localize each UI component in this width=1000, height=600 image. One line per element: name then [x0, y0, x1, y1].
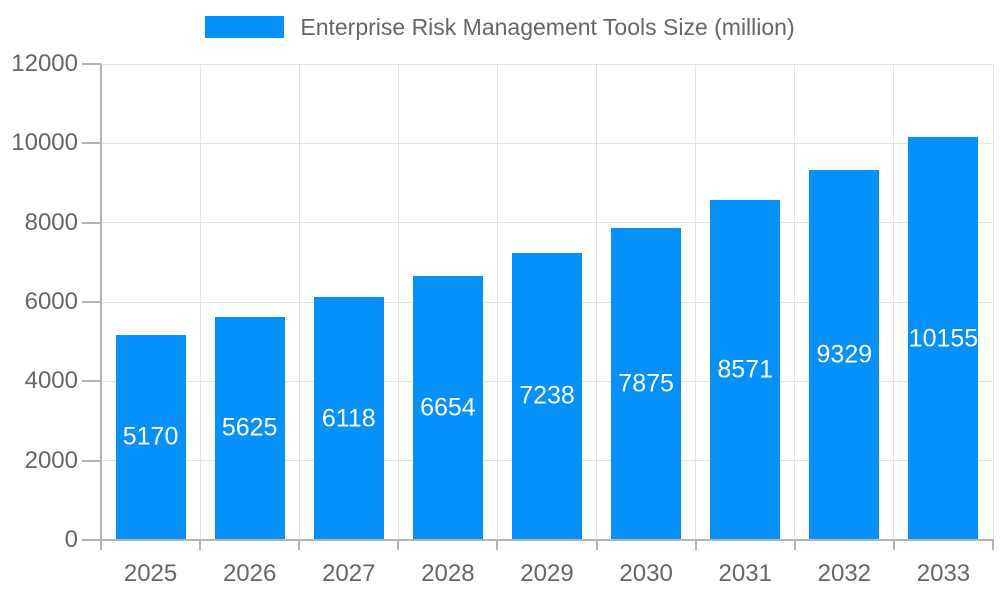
y-axis-tick-label: 6000	[24, 288, 78, 315]
y-axis-line	[100, 64, 102, 540]
x-axis-tick	[100, 540, 102, 550]
bar-value-label: 10155	[908, 324, 979, 353]
legend-swatch-icon	[205, 16, 285, 38]
bar-2029[interactable]	[512, 252, 582, 540]
x-axis-tick	[595, 540, 598, 550]
y-axis-tick-label: 4000	[24, 367, 78, 395]
y-axis-tick-label: 8000	[24, 208, 78, 236]
bar-2025[interactable]	[115, 334, 186, 540]
bar-value-label: 9329	[816, 340, 873, 369]
y-axis-tick-label: 2000	[24, 446, 78, 474]
x-axis-tick-label: 2025	[123, 560, 178, 587]
y-axis-tick	[82, 63, 101, 65]
y-axis-tick	[82, 539, 101, 541]
x-axis-tick	[199, 540, 202, 550]
x-axis-tick-label: 2031	[718, 560, 772, 587]
gridline-horizontal	[101, 222, 993, 224]
x-axis-tick	[793, 540, 796, 550]
y-axis-tick	[82, 221, 101, 224]
bar-2033[interactable]	[908, 137, 979, 540]
bar-2030[interactable]	[611, 227, 682, 540]
bar-value-label: 8571	[717, 355, 774, 384]
gridline-vertical	[596, 64, 598, 540]
legend-label: Enterprise Risk Management Tools Size (m…	[300, 14, 795, 40]
bar-value-label: 7875	[618, 369, 674, 398]
bar-2031[interactable]	[710, 200, 781, 540]
gridline-vertical	[695, 64, 697, 540]
y-axis-tick-label: 10000	[11, 129, 78, 157]
gridline-vertical	[199, 64, 201, 540]
y-axis-tick	[82, 142, 101, 145]
gridline-horizontal	[101, 63, 993, 65]
y-axis-tick-label: 0	[64, 526, 78, 553]
bar-value-label: 5170	[122, 422, 179, 451]
x-axis-tick	[694, 540, 697, 550]
x-axis-tick	[992, 540, 994, 550]
bar-value-label: 6654	[420, 393, 476, 422]
x-axis-tick	[298, 540, 301, 550]
x-axis-line	[100, 539, 994, 541]
x-axis-tick-label: 2030	[619, 560, 673, 587]
gridline-vertical	[893, 64, 895, 540]
gridline-vertical	[794, 64, 796, 540]
x-axis-tick	[397, 540, 400, 550]
y-axis-tick-label: 12000	[11, 50, 78, 77]
x-axis-tick-label: 2032	[817, 560, 872, 587]
bar-2026[interactable]	[214, 316, 285, 540]
bar-2027[interactable]	[313, 297, 384, 540]
bar-value-label: 7238	[519, 381, 575, 410]
x-axis-tick	[892, 540, 895, 550]
gridline-vertical	[298, 64, 300, 540]
bar-value-label: 5625	[221, 413, 278, 442]
x-axis-tick-label: 2026	[222, 560, 277, 587]
bar-2032[interactable]	[809, 169, 880, 540]
x-axis-tick	[496, 540, 499, 550]
gridline-vertical	[397, 64, 399, 540]
x-axis-tick-label: 2027	[322, 560, 376, 587]
x-axis-tick-label: 2028	[421, 560, 475, 587]
legend[interactable]: Enterprise Risk Management Tools Size (m…	[0, 14, 1000, 40]
y-axis-tick	[82, 301, 101, 303]
gridline-vertical	[992, 64, 994, 540]
x-axis-tick-label: 2029	[520, 560, 574, 587]
x-axis-tick-label: 2033	[916, 560, 971, 587]
bar-2028[interactable]	[412, 276, 483, 540]
gridline-horizontal	[101, 142, 993, 144]
y-axis-tick	[82, 459, 101, 462]
gridline-vertical	[496, 64, 498, 540]
y-axis-tick	[82, 380, 101, 383]
bar-value-label: 6118	[321, 404, 376, 433]
